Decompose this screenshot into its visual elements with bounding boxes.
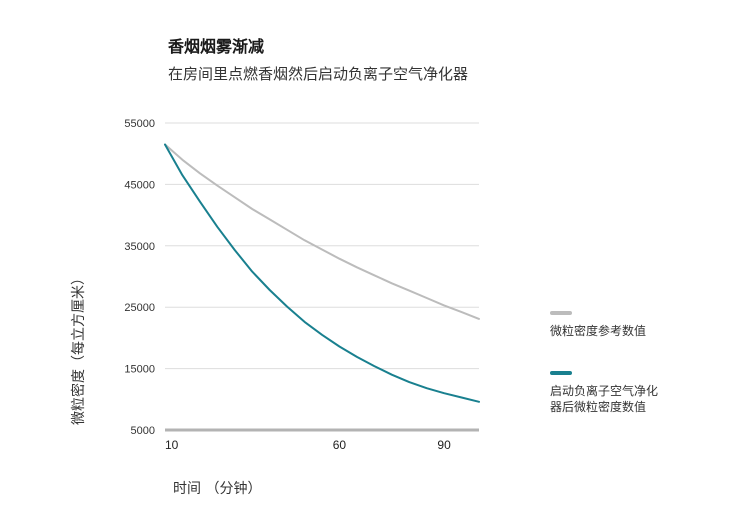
series-line-1 xyxy=(164,143,480,403)
x-axis-ticks: 10 60 90 xyxy=(165,438,451,452)
x-tick-label: 10 xyxy=(165,438,179,452)
legend-item-purifier: 启动负离子空气净化器后微粒密度数值 xyxy=(550,371,660,415)
x-axis-label: 时间 （分钟） xyxy=(173,481,262,497)
legend-swatch-purifier xyxy=(550,371,572,375)
y-axis-label: 微粒密度（每立方厘米） xyxy=(71,271,87,425)
legend-label-reference: 微粒密度参考数值 xyxy=(550,324,647,338)
series-line-0 xyxy=(164,143,480,320)
legend-item-reference: 微粒密度参考数值 xyxy=(550,311,660,339)
y-tick-label: 25000 xyxy=(124,302,155,314)
y-tick-label: 45000 xyxy=(124,179,155,191)
grid-lines xyxy=(165,122,479,432)
y-tick-label: 15000 xyxy=(124,364,155,376)
chart-title: 香烟烟雾渐减 xyxy=(168,37,265,56)
y-axis-ticks: 5000 15000 25000 35000 45000 55000 xyxy=(124,118,155,437)
y-tick-label: 5000 xyxy=(131,425,155,437)
series-lines xyxy=(164,143,480,403)
legend-swatch-reference xyxy=(550,311,572,315)
x-tick-label: 60 xyxy=(333,438,347,452)
legend-label-purifier: 启动负离子空气净化器后微粒密度数值 xyxy=(550,384,659,414)
y-tick-label: 35000 xyxy=(124,241,155,253)
chart-subtitle: 在房间里点燃香烟然后启动负离子空气净化器 xyxy=(168,65,469,83)
y-tick-label: 55000 xyxy=(124,118,155,130)
x-tick-label: 90 xyxy=(437,438,451,452)
